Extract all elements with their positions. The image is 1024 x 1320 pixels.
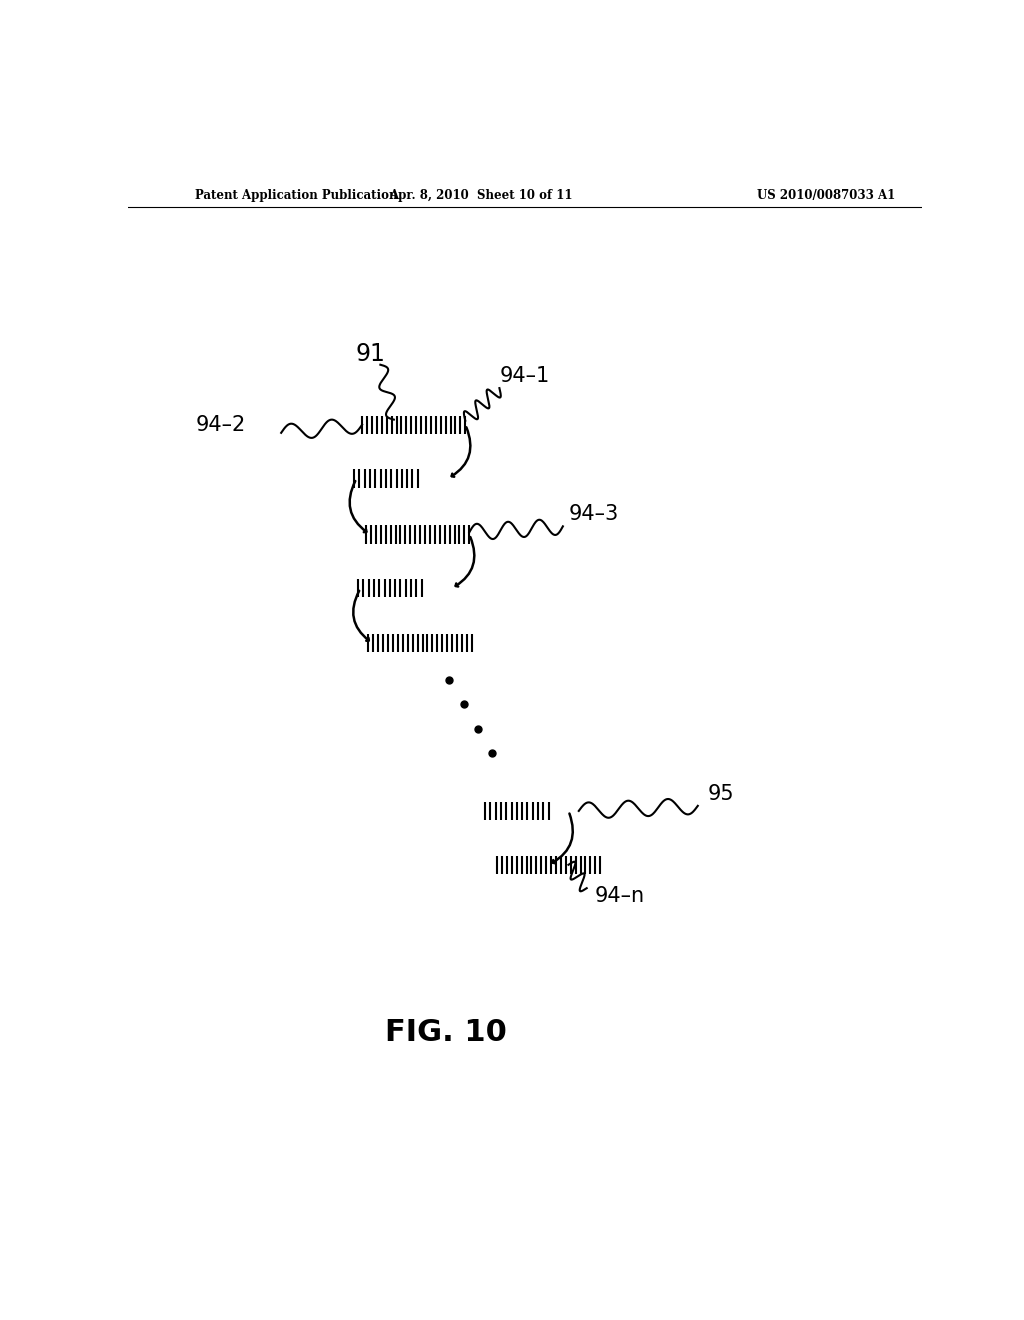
Text: US 2010/0087033 A1: US 2010/0087033 A1 [757, 189, 896, 202]
FancyArrowPatch shape [553, 813, 572, 863]
Text: Apr. 8, 2010  Sheet 10 of 11: Apr. 8, 2010 Sheet 10 of 11 [389, 189, 572, 202]
Text: 91: 91 [355, 342, 385, 366]
Text: 94–1: 94–1 [500, 366, 550, 385]
Text: 94–3: 94–3 [568, 504, 618, 524]
FancyArrowPatch shape [456, 537, 474, 586]
FancyArrowPatch shape [452, 428, 470, 477]
Text: 94–n: 94–n [595, 886, 645, 907]
Text: 94–2: 94–2 [196, 414, 246, 434]
Text: FIG. 10: FIG. 10 [384, 1018, 507, 1047]
FancyArrowPatch shape [349, 480, 367, 532]
FancyArrowPatch shape [353, 591, 369, 640]
Text: Patent Application Publication: Patent Application Publication [196, 189, 398, 202]
Text: 95: 95 [708, 784, 734, 804]
